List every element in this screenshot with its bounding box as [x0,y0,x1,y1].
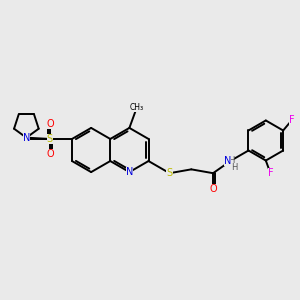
Text: N: N [23,133,30,143]
Text: H: H [231,163,238,172]
Text: F: F [289,115,295,125]
Text: O: O [209,184,217,194]
Text: N: N [126,167,133,177]
Text: F: F [268,168,273,178]
Text: O: O [46,119,54,129]
Text: CH₃: CH₃ [130,103,144,112]
Text: O: O [46,149,54,159]
Text: N: N [224,155,231,166]
Text: S: S [47,134,53,144]
Text: S: S [167,168,172,178]
Text: H: H [228,156,234,165]
